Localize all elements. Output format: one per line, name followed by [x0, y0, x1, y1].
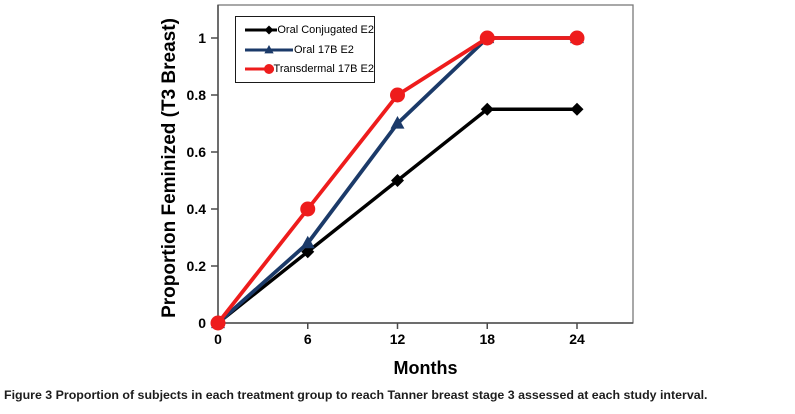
x-tick-label: 18: [479, 331, 495, 347]
data-point: [390, 116, 405, 129]
y-tick-label: 0.4: [187, 201, 207, 217]
y-tick-label: 1: [198, 30, 206, 46]
series-oral-conjugated-e2: [211, 102, 584, 330]
data-point: [479, 30, 495, 46]
data-point: [569, 30, 585, 46]
circle-icon: [264, 64, 274, 75]
legend-item: Oral Conjugated E2: [244, 23, 374, 37]
y-axis-title: Proportion Feminized (T3 Breast): [159, 18, 180, 318]
legend-sample-transdermal-17b-e2: [245, 64, 274, 75]
y-tick-label: 0.2: [187, 258, 207, 274]
x-tick-label: 12: [390, 331, 406, 347]
series-line: [216, 107, 577, 325]
x-tick-label: 24: [569, 331, 585, 347]
data-point: [300, 201, 316, 217]
legend-sample-oral-conjugated-e2: [245, 25, 278, 35]
caption-label: Figure 3: [4, 388, 53, 402]
data-point: [570, 102, 584, 116]
caption-text: Proportion of subjects in each treatment…: [55, 388, 708, 402]
data-point: [300, 235, 315, 249]
data-point: [210, 315, 226, 331]
y-tick-label: 0.8: [187, 87, 207, 103]
data-point: [480, 102, 494, 116]
y-tick-label: 0: [198, 315, 206, 331]
legend-item: Oral 17B E2: [244, 43, 374, 57]
diamond-icon: [264, 25, 274, 35]
data-point: [391, 174, 404, 187]
series-transdermal-17b-e2: [210, 30, 585, 331]
triangle-icon: [264, 44, 274, 53]
data-point: [390, 87, 405, 103]
legend-label: Oral 17B E2: [294, 43, 354, 56]
x-tick-label: 0: [214, 331, 222, 347]
legend-label: Transdermal 17B E2: [273, 63, 374, 76]
legend-label: Oral Conjugated E2: [277, 23, 374, 36]
x-tick-label: 6: [304, 331, 312, 347]
chart-plot-area: 0 0.2 0.4 0.6 0.8 1 0 6 12 18 24: [187, 4, 634, 347]
legend-item: Transdermal 17B E2: [244, 62, 374, 76]
x-axis-title: Months: [393, 358, 458, 378]
chart-legend: Oral Conjugated E2 Oral 17B E2 Transderm…: [235, 16, 375, 83]
figure-caption: Figure 3 Proportion of subjects in each …: [4, 388, 793, 402]
legend-sample-oral-17b-e2: [245, 44, 293, 53]
y-tick-label: 0.6: [187, 144, 207, 160]
